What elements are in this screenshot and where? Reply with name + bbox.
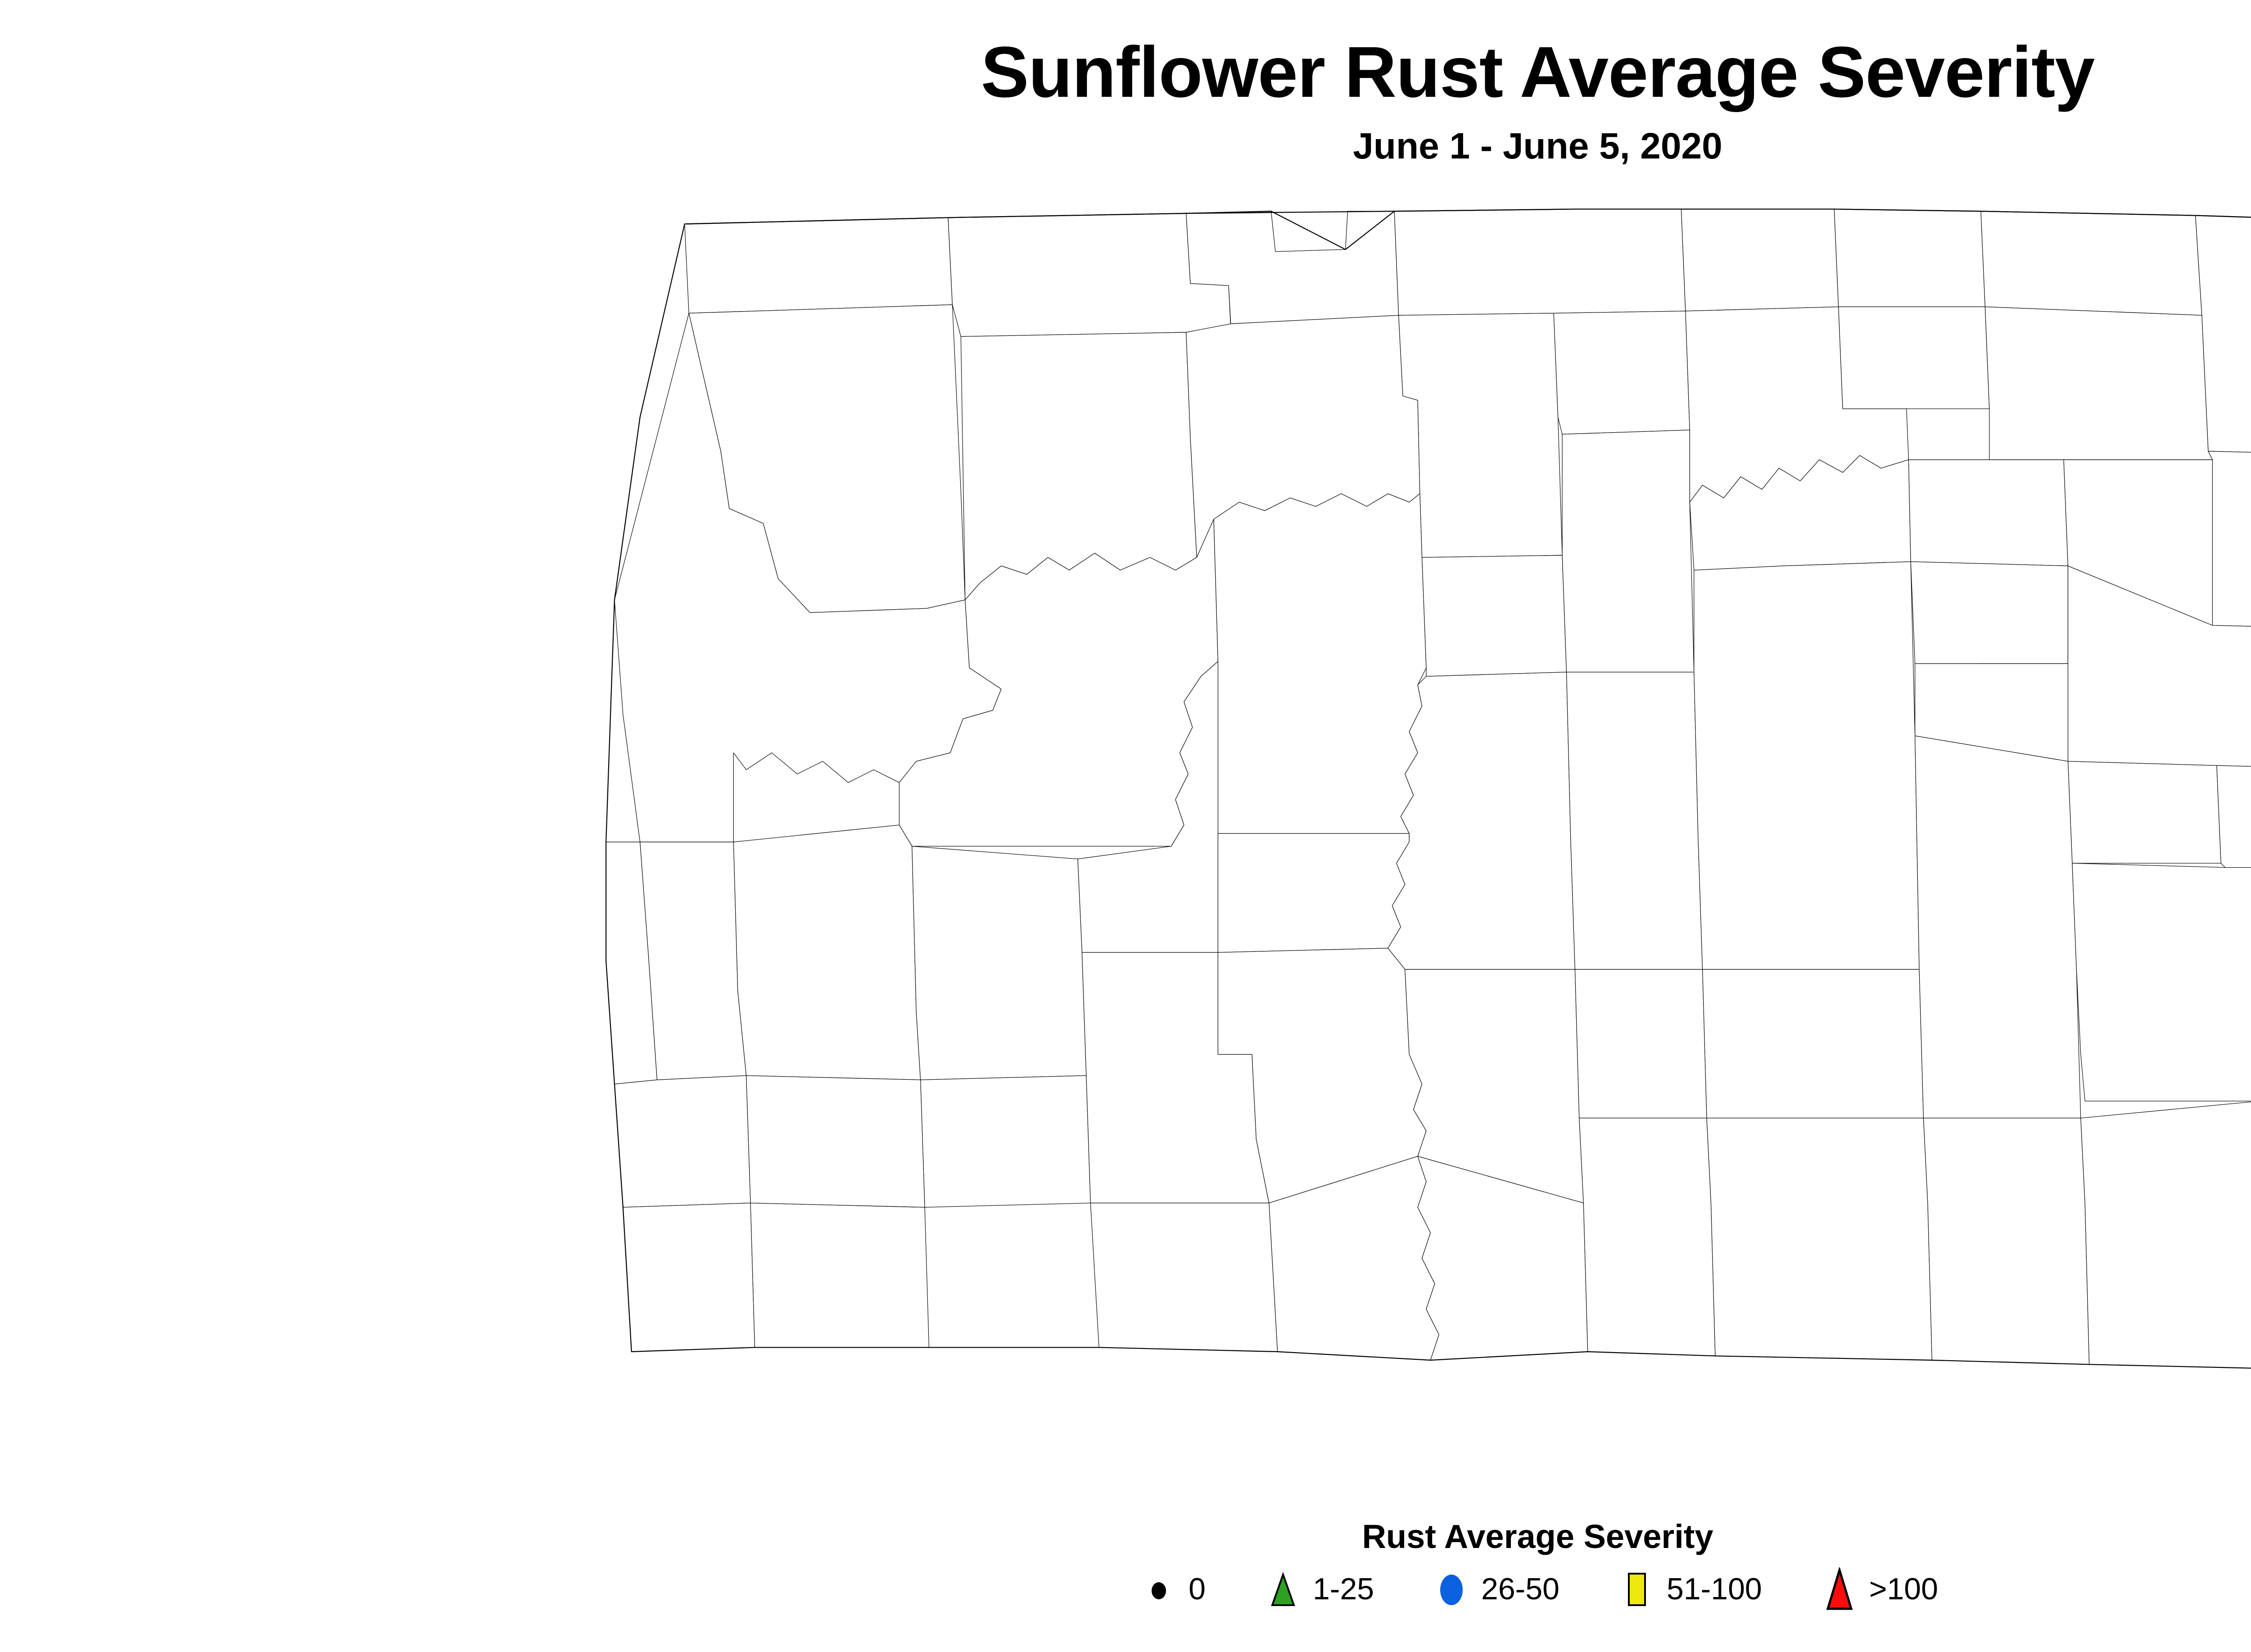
county <box>2068 761 2221 863</box>
county <box>1090 1203 1277 1352</box>
county <box>961 332 1197 600</box>
county <box>1579 1118 1715 1356</box>
legend-label: 26-50 <box>1481 1572 1559 1606</box>
county <box>1554 311 1690 434</box>
triangle-icon <box>1261 1567 1305 1611</box>
square-icon <box>1615 1567 1659 1611</box>
county <box>746 1076 925 1207</box>
county <box>2064 460 2212 625</box>
county <box>2217 765 2251 867</box>
county <box>1915 664 2068 761</box>
square-icon-svg <box>1627 1573 1646 1606</box>
county <box>1923 1118 2089 1364</box>
county <box>615 1076 750 1207</box>
county <box>1707 1118 1932 1360</box>
county <box>1911 561 2068 663</box>
map-svg <box>576 205 2251 1479</box>
dot-icon-svg <box>1152 1582 1166 1599</box>
legend: Rust Average Severity 0 1-25 <box>0 1517 2251 1611</box>
legend-label: 1-25 <box>1312 1572 1374 1606</box>
county <box>1394 209 1686 315</box>
legend-label: >100 <box>1869 1572 1938 1606</box>
legend-title: Rust Average Severity <box>1362 1518 1713 1555</box>
county <box>912 846 1086 1080</box>
county <box>2072 863 2251 1101</box>
triangle-icon-svg <box>1826 1567 1853 1610</box>
county <box>640 842 746 1080</box>
county <box>1694 561 1919 969</box>
county <box>2208 451 2251 629</box>
county <box>733 825 920 1080</box>
county <box>1567 672 1703 969</box>
county <box>1703 969 1924 1118</box>
county <box>685 217 953 313</box>
county <box>1218 833 1409 952</box>
county <box>1575 969 1707 1118</box>
title-block: Sunflower Rust Average Severity June 1 -… <box>0 36 2251 165</box>
dot-icon <box>1137 1567 1180 1611</box>
legend-item-3: 51-100 <box>1615 1567 1762 1611</box>
legend-item-2: 26-50 <box>1430 1567 1559 1611</box>
county <box>1985 307 2212 460</box>
county-layer <box>606 209 2251 1373</box>
legend-label: 0 <box>1189 1572 1206 1606</box>
county <box>1915 736 2081 1118</box>
circle-icon <box>1430 1567 1473 1611</box>
county <box>1214 493 1426 833</box>
county <box>1981 211 2202 315</box>
legend-item-4: >100 <box>1818 1567 1938 1611</box>
triangle-icon <box>1818 1567 1861 1611</box>
county <box>1839 307 1989 408</box>
county <box>1834 209 1985 307</box>
page-subtitle: June 1 - June 5, 2020 <box>1353 126 1722 167</box>
county <box>1399 313 1562 557</box>
triangle-icon-svg <box>1271 1571 1295 1606</box>
legend-item-0: 0 <box>1137 1567 1206 1611</box>
legend-label: 51-100 <box>1666 1572 1762 1606</box>
county <box>750 1203 929 1348</box>
county <box>2196 216 2251 456</box>
county <box>623 1203 755 1352</box>
legend-items: 0 1-25 26-50 <box>0 1567 2251 1611</box>
legend-item-1: 1-25 <box>1261 1567 1374 1611</box>
county <box>1908 460 2068 566</box>
county <box>2081 1097 2251 1373</box>
county <box>1681 209 1838 311</box>
county <box>921 1076 1091 1207</box>
state-boundary <box>606 209 2251 1373</box>
circle-icon-svg <box>1440 1575 1463 1605</box>
county <box>1562 430 1694 672</box>
north-border <box>685 209 2251 224</box>
county <box>1422 555 1567 676</box>
north-dakota-county-map <box>576 205 2251 1479</box>
page-title: Sunflower Rust Average Severity <box>981 32 2095 112</box>
